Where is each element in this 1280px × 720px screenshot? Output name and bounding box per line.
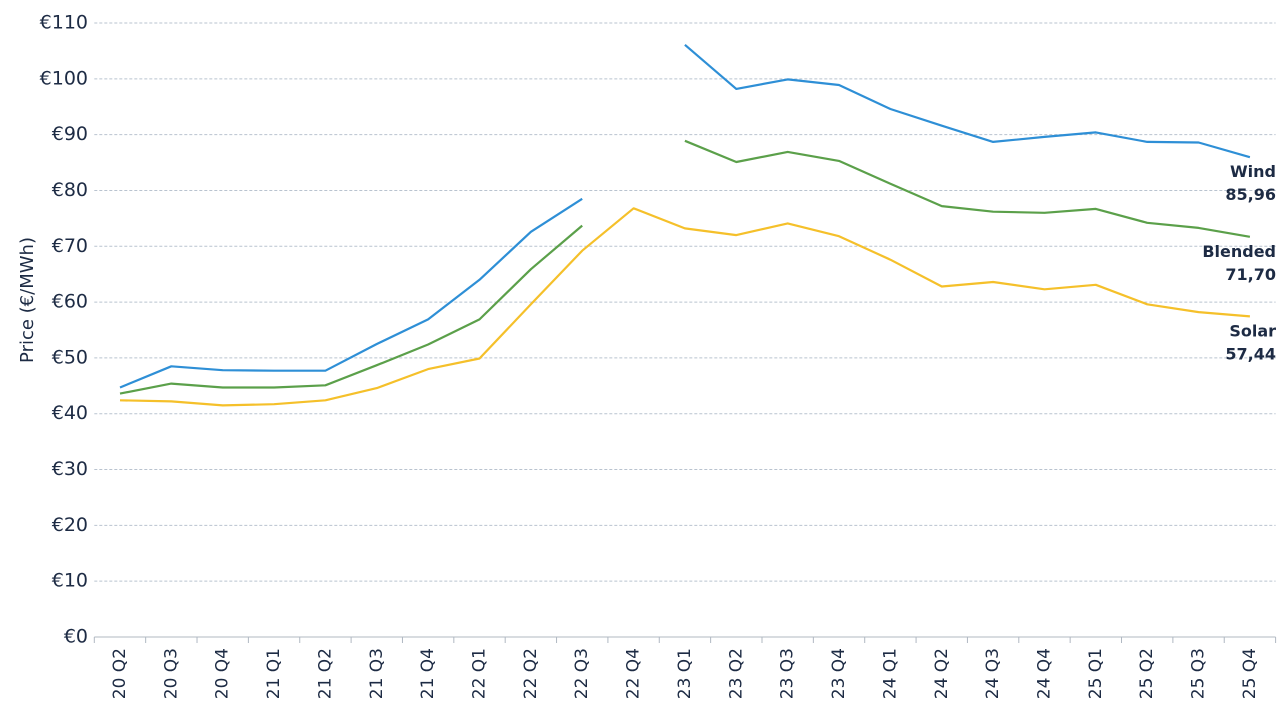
y-axis-title: Price (€/MWh) [17, 237, 38, 363]
x-tick-label: 20 Q2 [110, 648, 130, 699]
series-line [119, 207, 1250, 407]
x-tick-label: 24 Q3 [983, 648, 1003, 699]
x-tick-label: 25 Q2 [1137, 648, 1157, 699]
x-tick-label: 21 Q2 [315, 648, 335, 699]
x-tick-label: 23 Q1 [675, 648, 695, 699]
y-tick-label: €60 [52, 291, 88, 313]
legend-label: Wind [1230, 162, 1276, 181]
x-tick-label: 23 Q2 [726, 648, 746, 699]
x-tick-label: 23 Q4 [829, 648, 849, 699]
x-tick-label: 22 Q4 [624, 648, 644, 699]
series-line [119, 43, 1251, 389]
y-tick-label: €40 [52, 402, 88, 424]
y-tick-label: €70 [52, 235, 88, 257]
y-tick-label: €90 [52, 123, 88, 145]
x-tick-label: 24 Q4 [1034, 648, 1054, 699]
y-tick-label: €20 [52, 514, 88, 536]
y-tick-label: €0 [64, 626, 88, 648]
x-tick-label: 21 Q4 [418, 648, 438, 699]
x-tick-label: 25 Q4 [1240, 648, 1260, 699]
data-label: 85,96 [1225, 185, 1276, 204]
x-tick-label: 20 Q4 [213, 648, 233, 699]
y-tick-label: €50 [52, 346, 88, 368]
x-tick-label: 25 Q3 [1189, 648, 1209, 699]
x-tick-label: 22 Q1 [470, 648, 490, 699]
y-tick-label: €110 [40, 12, 88, 34]
x-tick-label: 21 Q3 [367, 648, 387, 699]
series-line [119, 139, 1251, 395]
x-tick-label: 21 Q1 [264, 648, 284, 699]
y-tick-label: €100 [40, 67, 88, 89]
x-tick-label: 20 Q3 [161, 648, 181, 699]
y-tick-label: €30 [52, 458, 88, 480]
x-tick-label: 23 Q3 [778, 648, 798, 699]
y-tick-label: €80 [52, 179, 88, 201]
x-tick-label: 24 Q1 [880, 648, 900, 699]
legend-label: Solar [1229, 321, 1276, 340]
x-tick-label: 24 Q2 [932, 648, 952, 699]
data-label: 71,70 [1225, 265, 1276, 284]
x-tick-label: 22 Q3 [572, 648, 592, 699]
x-tick-label: 25 Q1 [1086, 648, 1106, 699]
y-tick-label: €10 [52, 570, 88, 592]
data-label: 57,44 [1225, 344, 1276, 363]
x-tick-label: 22 Q2 [521, 648, 541, 699]
legend-label: Blended [1202, 242, 1276, 261]
